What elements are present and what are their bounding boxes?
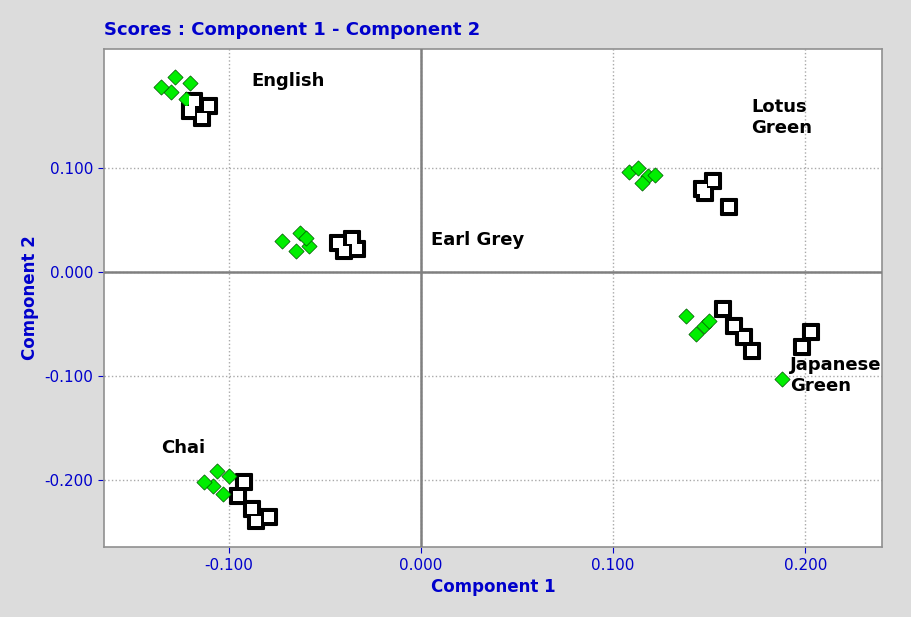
Point xyxy=(164,88,179,97)
Point xyxy=(183,106,198,116)
Point xyxy=(194,114,209,123)
Point xyxy=(640,172,655,181)
Point xyxy=(244,504,259,514)
Point xyxy=(183,106,198,116)
Point xyxy=(794,342,809,352)
Point xyxy=(727,321,742,331)
Point xyxy=(698,188,712,198)
Text: Scores : Component 1 - Component 2: Scores : Component 1 - Component 2 xyxy=(104,21,480,39)
Point xyxy=(689,329,703,339)
Point xyxy=(187,96,201,106)
Text: Lotus
Green: Lotus Green xyxy=(752,98,813,137)
X-axis label: Component 1: Component 1 xyxy=(431,578,556,596)
Point xyxy=(168,72,182,81)
Point xyxy=(237,477,251,487)
Point xyxy=(775,374,790,384)
Point xyxy=(331,238,345,248)
Point xyxy=(202,101,217,111)
Point xyxy=(696,321,711,331)
Point xyxy=(331,238,345,248)
Point xyxy=(694,184,709,194)
Point xyxy=(635,178,650,188)
Point xyxy=(679,311,693,321)
Point xyxy=(631,164,646,173)
Point xyxy=(621,167,636,177)
Point xyxy=(194,114,209,123)
Point xyxy=(694,184,709,194)
Point xyxy=(715,304,730,314)
Text: Japanese
Green: Japanese Green xyxy=(790,356,882,394)
Text: English: English xyxy=(251,72,325,90)
Point xyxy=(261,512,276,522)
Point xyxy=(698,188,712,198)
Point xyxy=(344,234,359,244)
Point xyxy=(794,342,809,352)
Point xyxy=(202,101,217,111)
Point xyxy=(722,202,736,212)
Point xyxy=(289,246,303,256)
Point xyxy=(261,512,276,522)
Point xyxy=(244,504,259,514)
Point xyxy=(350,244,364,254)
Point xyxy=(183,78,198,88)
Point xyxy=(715,304,730,314)
Point xyxy=(210,466,224,476)
Point xyxy=(302,241,317,251)
Point xyxy=(804,327,818,337)
Point xyxy=(702,316,717,326)
Point xyxy=(722,202,736,212)
Point xyxy=(231,491,246,501)
Point xyxy=(187,96,201,106)
Point xyxy=(737,333,752,342)
Point xyxy=(649,170,663,180)
Point xyxy=(350,244,364,254)
Point xyxy=(206,481,220,491)
Point xyxy=(804,327,818,337)
Point xyxy=(337,246,352,256)
Point xyxy=(154,82,169,92)
Point xyxy=(231,491,246,501)
Point xyxy=(275,236,290,246)
Point xyxy=(249,516,263,526)
Point xyxy=(737,333,752,342)
Y-axis label: Component 2: Component 2 xyxy=(21,236,39,360)
Point xyxy=(292,228,307,238)
Point xyxy=(197,477,211,487)
Point xyxy=(221,471,236,481)
Point xyxy=(706,176,721,186)
Point xyxy=(706,176,721,186)
Point xyxy=(744,346,759,356)
Point xyxy=(298,233,312,242)
Point xyxy=(179,94,194,104)
Point xyxy=(344,234,359,244)
Point xyxy=(337,246,352,256)
Point xyxy=(237,477,251,487)
Point xyxy=(727,321,742,331)
Point xyxy=(216,489,230,499)
Text: Earl Grey: Earl Grey xyxy=(431,231,524,249)
Point xyxy=(744,346,759,356)
Text: Chai: Chai xyxy=(161,439,206,457)
Point xyxy=(249,516,263,526)
